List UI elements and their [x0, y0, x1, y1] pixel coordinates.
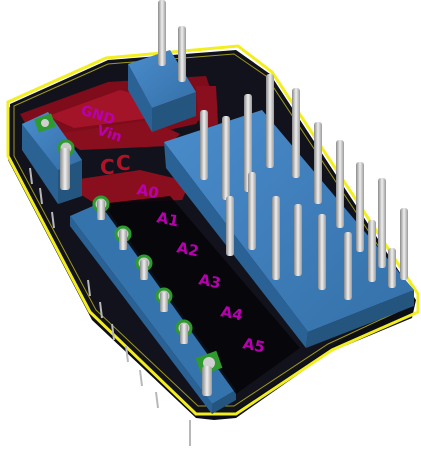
copper-zone-a0 — [60, 170, 190, 204]
label-a0: A0 — [135, 180, 160, 202]
header-6pin-bottom — [70, 202, 236, 414]
strip-pins — [97, 200, 188, 344]
header-pins-tall — [200, 74, 408, 300]
label-a3: A3 — [197, 270, 222, 292]
copper-zone-gnd — [48, 90, 150, 128]
copper-zone-vin — [56, 120, 180, 150]
edge-cuts-outline-inner — [13, 53, 411, 407]
bottom-pins — [29, 167, 191, 446]
header-top-2pin — [128, 0, 196, 132]
label-c2: C — [116, 151, 131, 175]
strip-shadow — [100, 196, 300, 394]
label-a5: A5 — [241, 334, 266, 356]
pad-gnd — [34, 113, 56, 133]
label-a2: A2 — [175, 238, 200, 260]
short-pins-left — [60, 148, 212, 396]
label-a4: A4 — [219, 302, 244, 324]
label-vin: Vin — [95, 123, 124, 146]
label-a1: A1 — [155, 208, 180, 230]
edge-cuts-outline — [6, 44, 420, 416]
label-c1: C — [100, 155, 115, 179]
